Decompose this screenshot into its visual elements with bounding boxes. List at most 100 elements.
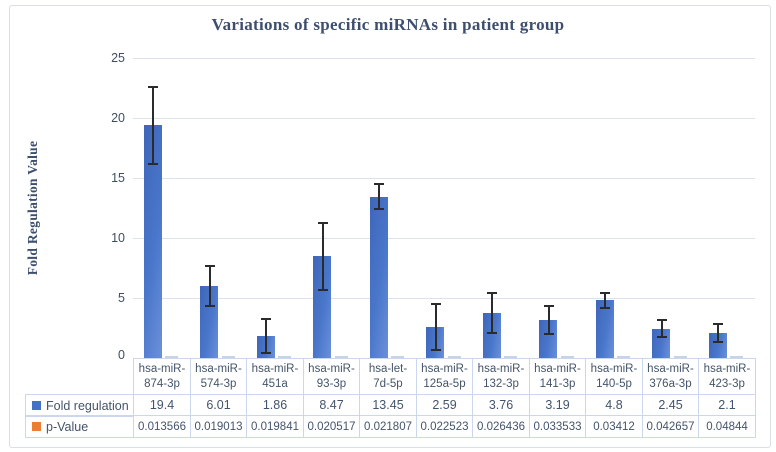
error-bar-cap-top-hsa-miR-574-3p xyxy=(204,264,215,267)
bar-fold-regulation-hsa-miR-423-3p xyxy=(708,332,727,358)
gridline-y-5 xyxy=(133,298,755,299)
table-header-hsa-miR-574-3p: hsa-miR- 574-3p xyxy=(190,358,247,395)
error-bar-line-hsa-miR-376a-3p xyxy=(660,319,663,339)
bar-fold-regulation-hsa-miR-376a-3p xyxy=(652,328,671,358)
table-header-hsa-miR-874-3p: hsa-miR- 874-3p xyxy=(133,358,191,395)
figure-border xyxy=(9,5,771,448)
error-bar-cap-top-hsa-miR-376a-3p xyxy=(656,319,667,321)
y-tick-25: 25 xyxy=(111,51,125,65)
error-bar-cap-top-hsa-miR-140-5p xyxy=(600,292,611,294)
error-bar-line-hsa-miR-141-3p xyxy=(547,304,550,335)
bar-p-value-hsa-let-7d-5p xyxy=(391,355,405,358)
table-cell-p-value-hsa-miR-132-3p: 0.026436 xyxy=(472,415,530,438)
error-bar-cap-bottom-hsa-miR-140-5p xyxy=(600,306,611,309)
legend-label-fold-regulation: Fold regulation xyxy=(46,398,129,413)
error-bar-cap-top-hsa-miR-141-3p xyxy=(543,304,554,307)
table-cell-fold-regulation-hsa-miR-132-3p: 3.76 xyxy=(472,394,530,416)
y-tick-15: 15 xyxy=(111,171,125,185)
error-bar-line-hsa-let-7d-5p xyxy=(378,182,381,211)
bar-p-value-hsa-miR-93-3p xyxy=(334,355,348,358)
error-bar-line-hsa-miR-423-3p xyxy=(717,322,720,343)
table-cell-p-value-hsa-miR-451a: 0.019841 xyxy=(246,415,304,438)
table-cell-fold-regulation-hsa-miR-141-3p: 3.19 xyxy=(529,394,586,416)
error-bar-cap-bottom-hsa-miR-141-3p xyxy=(543,332,554,335)
table-header-hsa-miR-125a-5p: hsa-miR- 125a-5p xyxy=(416,358,473,395)
table-cell-p-value-hsa-miR-141-3p: 0.033533 xyxy=(529,415,586,438)
table-cell-fold-regulation-hsa-miR-574-3p: 6.01 xyxy=(190,394,247,416)
table-header-hsa-miR-423-3p: hsa-miR- 423-3p xyxy=(698,358,756,395)
table-cell-p-value-hsa-let-7d-5p: 0.021807 xyxy=(359,415,417,438)
bar-fold-regulation-hsa-miR-141-3p xyxy=(539,319,558,358)
error-bar-line-hsa-miR-874-3p xyxy=(152,85,155,165)
table-cell-fold-regulation-hsa-let-7d-5p: 13.45 xyxy=(359,394,417,416)
error-bar-line-hsa-miR-125a-5p xyxy=(434,302,437,351)
bar-p-value-hsa-miR-132-3p xyxy=(504,355,518,358)
legend-item-fold-regulation: Fold regulation xyxy=(25,394,134,417)
table-cell-p-value-hsa-miR-376a-3p: 0.042657 xyxy=(642,415,699,438)
table-cell-fold-regulation-hsa-miR-125a-5p: 2.59 xyxy=(416,394,473,416)
bar-p-value-hsa-miR-125a-5p xyxy=(447,355,461,358)
gridline-y-25 xyxy=(133,58,755,59)
error-bar-cap-bottom-hsa-miR-93-3p xyxy=(317,288,328,291)
error-bar-cap-top-hsa-miR-451a xyxy=(261,317,272,320)
gridline-y-20 xyxy=(133,118,755,119)
p-value-swatch-icon xyxy=(32,422,41,431)
error-bar-line-hsa-miR-574-3p xyxy=(208,264,211,307)
table-header-hsa-miR-451a: hsa-miR- 451a xyxy=(246,358,304,395)
bar-p-value-hsa-miR-423-3p xyxy=(730,355,744,358)
bar-fold-regulation-hsa-miR-132-3p xyxy=(482,312,501,358)
error-bar-cap-top-hsa-miR-132-3p xyxy=(487,291,498,294)
table-cell-p-value-hsa-miR-574-3p: 0.019013 xyxy=(190,415,247,438)
table-cell-fold-regulation-hsa-miR-874-3p: 19.4 xyxy=(133,394,191,416)
error-bar-line-hsa-miR-451a xyxy=(265,317,268,354)
table-cell-p-value-hsa-miR-874-3p: 0.013566 xyxy=(133,415,191,438)
table-header-hsa-miR-141-3p: hsa-miR- 141-3p xyxy=(529,358,586,395)
bar-p-value-hsa-miR-141-3p xyxy=(560,355,574,358)
bar-p-value-hsa-miR-376a-3p xyxy=(673,355,687,358)
error-bar-cap-top-hsa-miR-125a-5p xyxy=(430,302,441,305)
chart-title: Variations of specific miRNAs in patient… xyxy=(211,15,565,34)
fold-regulation-swatch-icon xyxy=(32,401,41,410)
table-cell-p-value-hsa-miR-140-5p: 0.03412 xyxy=(585,415,643,438)
error-bar-line-hsa-miR-140-5p xyxy=(604,292,607,309)
table-cell-fold-regulation-hsa-miR-93-3p: 8.47 xyxy=(303,394,360,416)
bar-p-value-hsa-miR-140-5p xyxy=(617,355,631,358)
error-bar-cap-bottom-hsa-miR-874-3p xyxy=(148,162,159,165)
error-bar-line-hsa-miR-132-3p xyxy=(491,291,494,334)
error-bar-cap-top-hsa-miR-93-3p xyxy=(317,222,328,225)
bar-p-value-hsa-miR-574-3p xyxy=(221,355,235,358)
table-header-hsa-let-7d-5p: hsa-let- 7d-5p xyxy=(359,358,417,395)
table-header-hsa-miR-93-3p: hsa-miR- 93-3p xyxy=(303,358,360,395)
error-bar-cap-top-hsa-miR-874-3p xyxy=(148,85,159,88)
error-bar-cap-bottom-hsa-miR-423-3p xyxy=(713,341,724,343)
bar-fold-regulation-hsa-miR-140-5p xyxy=(595,300,614,358)
legend-item-p-value: p-Value xyxy=(25,415,134,438)
table-cell-p-value-hsa-miR-423-3p: 0.04844 xyxy=(698,415,756,438)
table-header-hsa-miR-140-5p: hsa-miR- 140-5p xyxy=(585,358,643,395)
table-header-hsa-miR-376a-3p: hsa-miR- 376a-3p xyxy=(642,358,699,395)
y-tick-20: 20 xyxy=(111,111,125,125)
error-bar-cap-bottom-hsa-miR-574-3p xyxy=(204,304,215,307)
y-tick-0: 0 xyxy=(118,348,125,362)
y-tick-5: 5 xyxy=(118,291,125,305)
y-axis-title: Fold Regulation Value xyxy=(25,140,40,276)
legend-label-p-value: p-Value xyxy=(46,419,89,434)
table-cell-fold-regulation-hsa-miR-423-3p: 2.1 xyxy=(698,394,756,416)
error-bar-cap-bottom-hsa-miR-451a xyxy=(261,351,272,354)
bar-p-value-hsa-miR-451a xyxy=(278,355,292,358)
error-bar-cap-bottom-hsa-let-7d-5p xyxy=(374,208,385,211)
error-bar-cap-bottom-hsa-miR-132-3p xyxy=(487,331,498,334)
error-bar-line-hsa-miR-93-3p xyxy=(321,222,324,291)
error-bar-cap-bottom-hsa-miR-125a-5p xyxy=(430,348,441,351)
bar-fold-regulation-hsa-miR-574-3p xyxy=(200,285,219,358)
bar-fold-regulation-hsa-let-7d-5p xyxy=(369,196,388,358)
table-cell-p-value-hsa-miR-93-3p: 0.020517 xyxy=(303,415,360,438)
error-bar-cap-top-hsa-miR-423-3p xyxy=(713,322,724,325)
bar-fold-regulation-hsa-miR-93-3p xyxy=(313,256,332,358)
table-header-hsa-miR-132-3p: hsa-miR- 132-3p xyxy=(472,358,530,395)
gridline-y-15 xyxy=(133,178,755,179)
error-bar-cap-top-hsa-let-7d-5p xyxy=(374,182,385,185)
table-cell-fold-regulation-hsa-miR-140-5p: 4.8 xyxy=(585,394,643,416)
y-tick-10: 10 xyxy=(111,231,125,245)
